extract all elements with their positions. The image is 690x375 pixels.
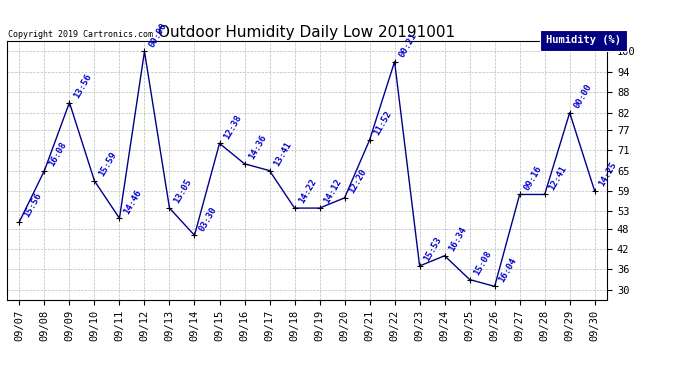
Text: 13:56: 13:56 <box>72 72 93 100</box>
Text: 14:22: 14:22 <box>297 177 319 205</box>
Text: 12:20: 12:20 <box>347 167 368 195</box>
Text: 14:46: 14:46 <box>122 188 144 216</box>
Text: 13:41: 13:41 <box>273 140 293 168</box>
Text: 00:00: 00:00 <box>573 82 593 110</box>
Text: 11:52: 11:52 <box>373 110 393 137</box>
Text: 15:08: 15:08 <box>473 249 493 277</box>
Text: 03:30: 03:30 <box>197 205 219 232</box>
Title: Outdoor Humidity Daily Low 20191001: Outdoor Humidity Daily Low 20191001 <box>159 25 455 40</box>
Text: 16:34: 16:34 <box>447 225 469 253</box>
Text: 16:08: 16:08 <box>47 140 68 168</box>
Text: 16:04: 16:04 <box>497 256 519 284</box>
Text: 00:21: 00:21 <box>397 31 419 59</box>
Text: 13:05: 13:05 <box>172 177 193 205</box>
Text: 15:59: 15:59 <box>97 150 119 178</box>
Text: 15:56: 15:56 <box>22 191 43 219</box>
Text: Copyright 2019 Cartronics.com: Copyright 2019 Cartronics.com <box>8 30 153 39</box>
Text: 09:16: 09:16 <box>522 164 544 192</box>
Text: 15:53: 15:53 <box>422 236 444 263</box>
Text: 12:41: 12:41 <box>547 164 569 192</box>
Text: 14:36: 14:36 <box>247 133 268 161</box>
Text: 12:38: 12:38 <box>222 113 244 141</box>
Text: 00:00: 00:00 <box>147 21 168 49</box>
Text: Humidity (%): Humidity (%) <box>546 35 621 45</box>
Text: 14:12: 14:12 <box>322 177 344 205</box>
Text: 14:25: 14:25 <box>598 160 619 188</box>
